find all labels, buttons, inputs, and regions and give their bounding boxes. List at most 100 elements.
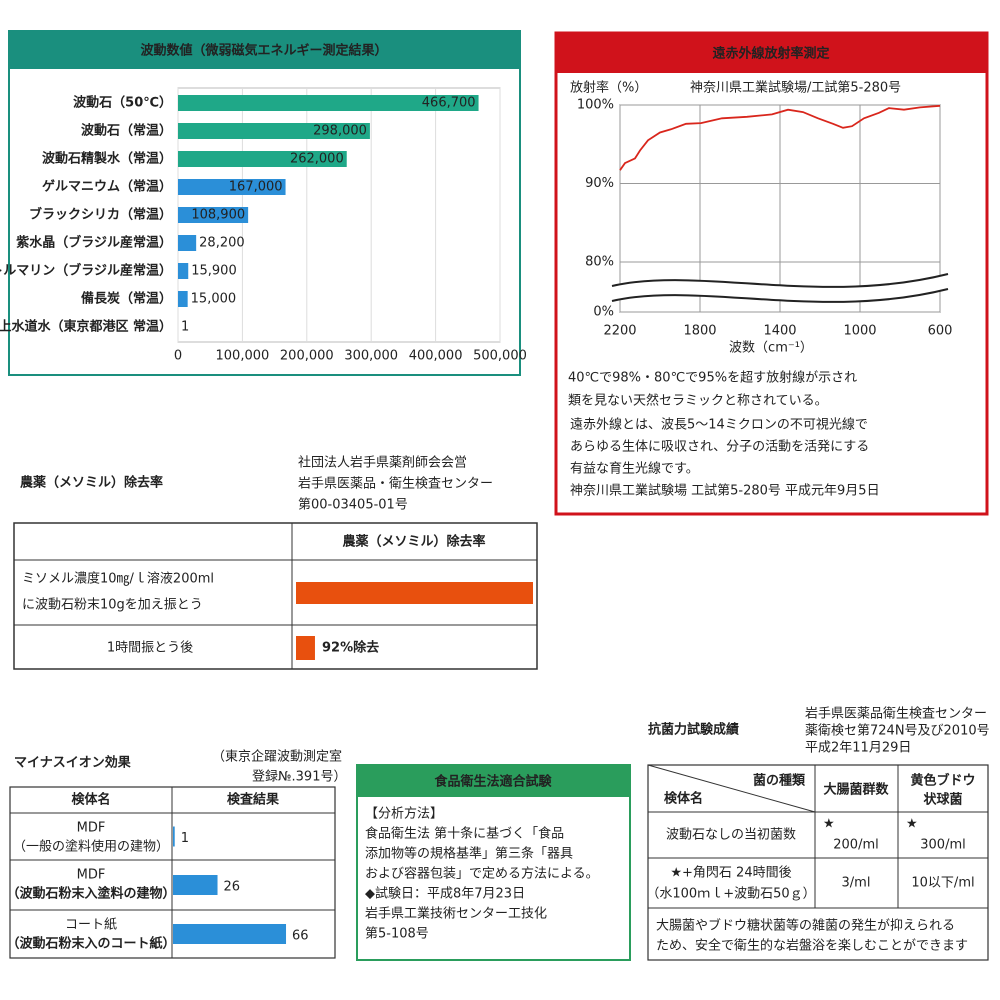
value-label: 1 bbox=[181, 320, 189, 335]
value-label: 262,000 bbox=[290, 152, 344, 167]
value-label: 15,900 bbox=[191, 264, 237, 279]
body-text: 岩手県工業技術センター工技化 bbox=[365, 906, 547, 922]
value-label: 167,000 bbox=[229, 180, 283, 195]
note-text: 有益な育生光線です。 bbox=[570, 461, 699, 477]
table bbox=[647, 764, 989, 961]
bar bbox=[178, 123, 370, 139]
x-tick-label: 2200 bbox=[603, 324, 636, 339]
x-tick-label: 0 bbox=[174, 349, 182, 364]
row-label: に波動石粉末10gを加え振とう bbox=[22, 598, 203, 613]
x-tick-label: 500,000 bbox=[473, 349, 527, 364]
row-label: ミソメル濃度10㎎/ｌ溶液200ml bbox=[22, 571, 214, 587]
value-label: 15,000 bbox=[191, 292, 237, 307]
value-label: 298,000 bbox=[313, 124, 367, 139]
bar bbox=[296, 636, 315, 660]
panel-header bbox=[9, 31, 520, 69]
x-tick-label: 100,000 bbox=[216, 349, 270, 364]
x-tick-label: 200,000 bbox=[280, 349, 334, 364]
panel-header bbox=[556, 33, 987, 73]
row-sublabel: （波動石粉末入塗料の建物） bbox=[6, 886, 175, 902]
bar bbox=[296, 582, 533, 604]
section-title: 抗菌力試験成績 bbox=[648, 722, 739, 738]
x-tick-label: 1800 bbox=[683, 324, 716, 339]
row-label: 波動石なしの当初菌数 bbox=[666, 828, 796, 843]
bar bbox=[178, 95, 479, 111]
section-title: 農薬（メソミル）除去率 bbox=[20, 475, 163, 491]
source: 神奈川県工業試験場/工試第5-280号 bbox=[690, 80, 901, 96]
note-text: あらゆる生体に吸収され、分子の活動を活発にする bbox=[570, 440, 869, 455]
y-axis-label: 放射率（%） bbox=[570, 80, 647, 96]
x-tick-label: 1000 bbox=[843, 324, 876, 339]
value-label: 66 bbox=[292, 929, 309, 944]
x-axis-label: 波数（cm⁻¹） bbox=[729, 341, 813, 356]
source: 平成2年11月29日 bbox=[805, 741, 911, 756]
cell-value: 3/ml bbox=[842, 876, 871, 891]
body-text: 第5-108号 bbox=[365, 927, 429, 942]
category-label: 紫水晶（ブラジル産常温） bbox=[16, 235, 172, 251]
bar bbox=[178, 291, 188, 307]
value-label: 108,900 bbox=[191, 208, 245, 223]
panel bbox=[356, 764, 631, 961]
body-text: 添加物等の規格基準」第三条「器具 bbox=[365, 846, 573, 862]
row-sublabel: （一般の塗料使用の建物） bbox=[13, 839, 169, 855]
axis-break-line bbox=[611, 288, 949, 303]
section-title: マイナスイオン効果 bbox=[14, 755, 131, 771]
column-header: 農薬（メソミル）除去率 bbox=[342, 534, 485, 550]
row-label: MDF bbox=[77, 821, 106, 836]
source: 岩手県医薬品・衛生検査センター bbox=[298, 477, 493, 492]
bar bbox=[173, 875, 218, 895]
footer-text: ため、安全で衛生的な岩盤浴を楽しむことができます bbox=[656, 938, 968, 954]
x-tick-label: 600 bbox=[928, 324, 953, 339]
category-label: 波動石（50℃） bbox=[73, 95, 172, 111]
column-label: 菌の種類 bbox=[753, 773, 806, 789]
body-text: ◆試験日：平成8年7月23日 bbox=[365, 886, 525, 902]
bar bbox=[178, 235, 197, 251]
bar bbox=[178, 151, 347, 167]
row-label: コート紙 bbox=[65, 918, 117, 933]
column-header: 大腸菌群数 bbox=[823, 782, 889, 798]
row-label-header: 検体名 bbox=[664, 791, 703, 807]
diagonal bbox=[647, 764, 816, 813]
y-tick-label: 100% bbox=[577, 98, 614, 113]
body-text: 食品衛生法 第十条に基づく「食品 bbox=[365, 826, 564, 842]
note-text: 遠赤外線とは、波長5～14ミクロンの不可視光線で bbox=[570, 417, 868, 433]
row-label: 1時間振とう後 bbox=[107, 641, 193, 656]
row-label: MDF bbox=[77, 868, 106, 883]
value-label: 466,700 bbox=[422, 96, 476, 111]
bar bbox=[178, 179, 286, 195]
column-header: 黄色ブドウ bbox=[910, 773, 975, 789]
category-label: 上水道水（東京都港区 常温） bbox=[0, 319, 172, 335]
chart-title: 波動数値（微弱磁気エネルギー測定結果） bbox=[140, 43, 387, 59]
value-label: 26 bbox=[224, 880, 241, 895]
row-sublabel: （波動石粉末入のコート紙） bbox=[6, 936, 175, 952]
axis-break-line bbox=[611, 273, 949, 288]
category-label: ブラックシリカ（常温） bbox=[29, 207, 172, 223]
row-label: （水100ｍｌ+波動石50ｇ） bbox=[646, 887, 815, 902]
row-label: ★+角閃石 24時間後 bbox=[670, 866, 791, 881]
x-tick-label: 300,000 bbox=[344, 349, 398, 364]
panel-header bbox=[357, 765, 630, 797]
bar bbox=[178, 207, 249, 223]
panel-title: 食品衛生法適合試験 bbox=[434, 774, 552, 790]
cell-mark: ★ bbox=[906, 817, 918, 832]
source: 社団法人岩手県薬剤師会会営 bbox=[298, 455, 467, 471]
y-tick-label: 0% bbox=[593, 305, 614, 320]
source: 登録№.391号） bbox=[252, 770, 346, 785]
category-label: 波動石精製水（常温） bbox=[42, 151, 172, 167]
source: 岩手県医薬品衛生検査センター bbox=[805, 707, 987, 722]
bar bbox=[173, 924, 287, 944]
cell-mark: ★ bbox=[823, 817, 835, 832]
category-label: トルマリン（ブラジル産常温） bbox=[0, 263, 172, 279]
source: （東京企躍波動測定室 bbox=[212, 749, 342, 765]
chart-title: 遠赤外線放射率測定 bbox=[712, 46, 829, 62]
note-text: 神奈川県工業試験場 工試第5-280号 平成元年9月5日 bbox=[570, 483, 880, 499]
x-tick-label: 400,000 bbox=[409, 349, 463, 364]
body-text: および容器包装」で定める方法による。 bbox=[365, 866, 599, 882]
y-tick-label: 90% bbox=[585, 176, 614, 191]
column-header: 検体名 bbox=[71, 792, 110, 808]
bar bbox=[173, 826, 175, 847]
emissivity-line bbox=[619, 104, 941, 171]
category-label: 備長炭（常温） bbox=[81, 291, 172, 307]
body-text: 【分析方法】 bbox=[365, 806, 443, 822]
